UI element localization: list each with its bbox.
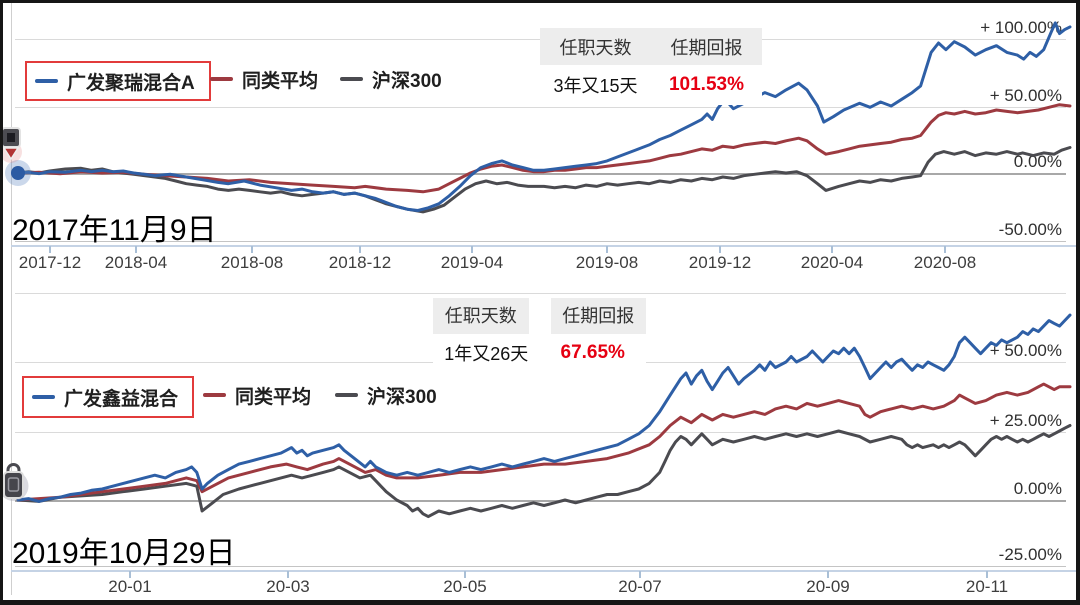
axis-tick xyxy=(359,246,361,253)
gridline xyxy=(15,500,1066,502)
gridline xyxy=(15,566,1066,567)
y-axis-label: 0.00% xyxy=(1013,152,1062,171)
legend-index-label: 沪深300 xyxy=(372,70,442,92)
gridline xyxy=(15,432,1066,433)
tenure-days-value: 3年又15天 xyxy=(553,76,638,96)
y-axis-label: + 50.00% xyxy=(989,341,1062,360)
tenure-return-header: 任期回报 xyxy=(670,37,743,58)
legend-fund-label: 广发聚瑞混合A xyxy=(67,72,195,94)
axis-tick xyxy=(606,246,608,253)
series-line-peer xyxy=(16,103,1072,194)
axis-tick xyxy=(251,246,253,253)
legend-item-fund-top[interactable]: 广发聚瑞混合A xyxy=(25,61,211,101)
tenure-return-value: 67.65% xyxy=(560,342,625,363)
x-axis-tick-label: 2020-08 xyxy=(913,253,977,272)
axis-tick xyxy=(49,246,51,253)
y-axis-label: -25.00% xyxy=(998,545,1062,564)
axis-tick xyxy=(827,571,829,578)
axis-tick xyxy=(944,246,946,253)
tenure-start-date-bottom: 2019年10月29日 xyxy=(12,537,236,570)
legend-index-label: 沪深300 xyxy=(367,386,437,408)
x-axis-tick-label: 2017-12 xyxy=(18,253,82,272)
y-axis-label: -50.00% xyxy=(998,220,1062,239)
series-line-index xyxy=(16,424,1072,519)
tenure-info-table-top: 任职天数 任期回报 3年又15天 101.53% xyxy=(540,28,762,105)
tenure-return-value: 101.53% xyxy=(668,74,744,95)
x-axis-tick-label: 20-11 xyxy=(965,577,1009,596)
photo-pin-icon[interactable] xyxy=(0,126,32,168)
tenure-days-header: 任职天数 xyxy=(559,37,632,58)
axis-tick xyxy=(287,571,289,578)
x-axis-tick-label: 2018-08 xyxy=(220,253,284,272)
gridline xyxy=(15,241,1066,242)
info-table-header: 任职天数 任期回报 xyxy=(540,28,762,65)
gridline xyxy=(15,173,1066,175)
fund-line-swatch xyxy=(35,79,58,83)
x-axis-tick-label: 2020-04 xyxy=(800,253,864,272)
axis-tick xyxy=(719,246,721,253)
x-axis-tick-label: 2018-04 xyxy=(104,253,168,272)
legend-item-peer-bottom[interactable]: 同类平均 xyxy=(203,385,311,408)
legend-peer-label: 同类平均 xyxy=(242,70,319,92)
legend-item-fund-bottom[interactable]: 广发鑫益混合 xyxy=(22,376,195,418)
info-table-header: 任职天数 任期回报 xyxy=(433,298,646,334)
axis-tick xyxy=(464,571,466,578)
y-axis-label: + 25.00% xyxy=(989,411,1062,430)
tenure-start-date-top: 2017年11月9日 xyxy=(12,214,217,247)
gridline xyxy=(15,293,1066,294)
legend-item-peer-top[interactable]: 同类平均 xyxy=(210,69,318,92)
x-axis-tick-label: 20-03 xyxy=(266,577,310,596)
legend-item-index-bottom[interactable]: 沪深300 xyxy=(335,385,437,408)
x-axis-tick-label: 20-09 xyxy=(806,577,850,596)
x-axis-tick-label: 20-05 xyxy=(443,577,487,596)
info-table-values: 3年又15天 101.53% xyxy=(540,65,762,105)
legend-item-index-top[interactable]: 沪深300 xyxy=(340,69,442,92)
axis-tick xyxy=(135,246,137,253)
tenure-days-value: 1年又26天 xyxy=(444,344,529,364)
x-axis-line xyxy=(11,245,1077,247)
axis-tick xyxy=(471,246,473,253)
index-line-swatch xyxy=(340,77,363,81)
peer-line-swatch xyxy=(203,393,226,397)
peer-line-swatch xyxy=(210,77,233,81)
y-axis-label: 0.00% xyxy=(1013,479,1062,498)
tenure-return-header: 任期回报 xyxy=(550,298,646,334)
x-axis-tick-label: 2018-12 xyxy=(328,253,392,272)
x-axis-tick-label: 20-07 xyxy=(618,577,662,596)
y-axis-label: + 50.00% xyxy=(989,86,1062,105)
x-axis-tick-label: 20-01 xyxy=(108,577,152,596)
y-axis-label: + 100.00% xyxy=(980,18,1062,37)
tenure-info-table-bottom: 任职天数 任期回报 1年又26天 67.65% xyxy=(433,298,646,372)
lock-icon[interactable] xyxy=(0,458,34,514)
tenure-days-header: 任职天数 xyxy=(433,298,529,334)
x-axis-tick-label: 2019-04 xyxy=(440,253,504,272)
fund-line-swatch xyxy=(32,395,55,399)
legend-fund-label: 广发鑫益混合 xyxy=(64,388,179,410)
y-axis-line xyxy=(11,3,12,595)
gridline xyxy=(15,107,1066,108)
x-axis-tick-label: 2019-12 xyxy=(688,253,752,272)
info-table-values: 1年又26天 67.65% xyxy=(433,334,646,372)
axis-tick xyxy=(639,571,641,578)
axis-tick xyxy=(986,571,988,578)
series-line-index xyxy=(16,146,1072,214)
series-start-dot[interactable] xyxy=(11,166,25,180)
axis-tick xyxy=(831,246,833,253)
axis-tick xyxy=(129,571,131,578)
index-line-swatch xyxy=(335,393,358,397)
x-axis-tick-label: 2019-08 xyxy=(575,253,639,272)
legend-peer-label: 同类平均 xyxy=(235,386,312,408)
x-axis-line xyxy=(11,570,1077,572)
